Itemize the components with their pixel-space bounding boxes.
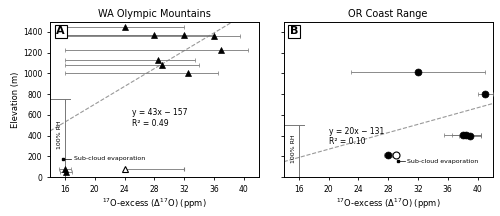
X-axis label: $^{17}$O-excess ($\Delta^{17}$O) (ppm): $^{17}$O-excess ($\Delta^{17}$O) (ppm)	[102, 197, 206, 211]
Text: y = 43x − 157
R² = 0.49: y = 43x − 157 R² = 0.49	[132, 108, 188, 128]
Text: A: A	[56, 26, 65, 36]
Text: 100% RH: 100% RH	[291, 134, 296, 163]
Text: y = 20x − 131
R² = 0.10: y = 20x − 131 R² = 0.10	[328, 127, 384, 146]
Text: Sub-cloud evaporation: Sub-cloud evaporation	[74, 156, 145, 162]
Title: WA Olympic Mountains: WA Olympic Mountains	[98, 10, 211, 19]
Y-axis label: Elevation (m): Elevation (m)	[11, 71, 20, 127]
Text: Sub-cloud evaporation: Sub-cloud evaporation	[407, 159, 478, 164]
Title: OR Coast Range: OR Coast Range	[348, 10, 428, 19]
Text: 100% RH: 100% RH	[57, 120, 62, 149]
Text: B: B	[290, 26, 298, 36]
X-axis label: $^{17}$O-excess ($\Delta^{17}$O) (ppm): $^{17}$O-excess ($\Delta^{17}$O) (ppm)	[336, 197, 440, 211]
